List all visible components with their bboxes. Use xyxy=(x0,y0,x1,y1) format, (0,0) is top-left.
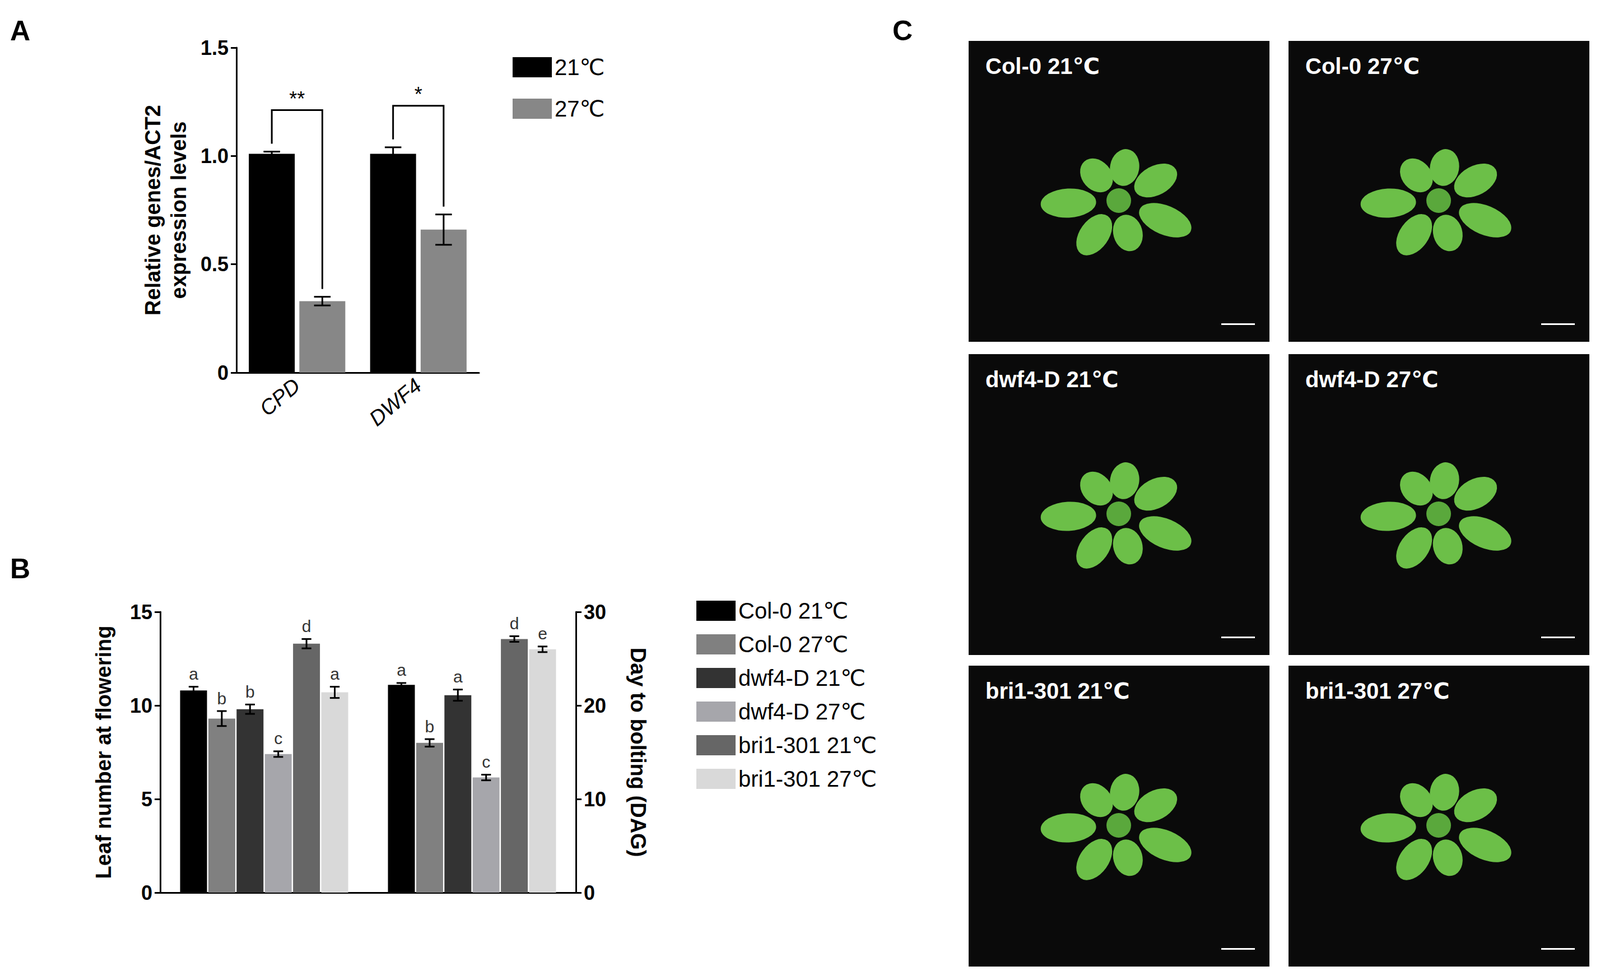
svg-text:CPD: CPD xyxy=(254,373,305,421)
svg-text:**: ** xyxy=(289,87,305,111)
svg-text:Relative genes/ACT2: Relative genes/ACT2 xyxy=(141,104,165,316)
svg-text:bri1-301 21℃: bri1-301 21℃ xyxy=(738,732,877,758)
svg-text:b: b xyxy=(245,682,255,701)
svg-text:Leaf number at flowering: Leaf number at flowering xyxy=(91,625,116,879)
svg-text:1.0: 1.0 xyxy=(200,144,229,168)
svg-text:30: 30 xyxy=(583,600,607,624)
svg-text:A: A xyxy=(10,15,31,47)
svg-text:expression levels: expression levels xyxy=(166,121,191,300)
svg-text:0.5: 0.5 xyxy=(200,252,229,276)
svg-text:bri1-301 27℃: bri1-301 27℃ xyxy=(738,766,877,792)
svg-text:c: c xyxy=(273,728,283,748)
svg-text:b: b xyxy=(425,717,435,736)
svg-text:1.5: 1.5 xyxy=(200,36,229,60)
svg-text:20: 20 xyxy=(583,694,607,718)
svg-text:DWF4: DWF4 xyxy=(364,373,426,431)
svg-text:a: a xyxy=(396,660,407,679)
svg-text:15: 15 xyxy=(129,600,153,624)
svg-text:0: 0 xyxy=(141,881,153,905)
svg-text:a: a xyxy=(329,664,340,683)
svg-text:b: b xyxy=(217,689,227,708)
svg-text:Col-0 21℃: Col-0 21℃ xyxy=(738,598,849,623)
svg-text:*: * xyxy=(414,82,423,106)
svg-text:5: 5 xyxy=(141,787,153,811)
svg-text:Day to bolting (DAG): Day to bolting (DAG) xyxy=(626,647,650,858)
svg-text:10: 10 xyxy=(129,694,153,718)
svg-text:d: d xyxy=(509,614,520,633)
html-text:bri1-301 21℃: bri1-301 21℃ xyxy=(985,678,1130,704)
svg-text:C: C xyxy=(892,15,913,47)
svg-text:c: c xyxy=(481,752,491,771)
svg-text:a: a xyxy=(453,667,463,686)
svg-text:e: e xyxy=(537,624,548,643)
svg-text:21℃: 21℃ xyxy=(554,54,605,80)
html-text:Col-0 21℃: Col-0 21℃ xyxy=(985,53,1100,79)
svg-text:0: 0 xyxy=(583,881,595,905)
svg-text:Col-0 27℃: Col-0 27℃ xyxy=(738,631,849,657)
svg-text:0: 0 xyxy=(217,361,229,385)
svg-text:10: 10 xyxy=(583,787,607,811)
svg-text:d: d xyxy=(301,616,312,636)
html-text:dwf4-D 21℃: dwf4-D 21℃ xyxy=(985,366,1119,392)
svg-text:27℃: 27℃ xyxy=(554,96,605,122)
svg-text:B: B xyxy=(10,552,31,585)
html-text:Col-0 27℃: Col-0 27℃ xyxy=(1305,53,1420,79)
html-text:bri1-301 27℃: bri1-301 27℃ xyxy=(1305,678,1450,704)
svg-text:dwf4-D 27℃: dwf4-D 27℃ xyxy=(738,699,866,724)
html-text:dwf4-D 27℃: dwf4-D 27℃ xyxy=(1305,366,1439,392)
svg-text:dwf4-D 21℃: dwf4-D 21℃ xyxy=(738,665,866,691)
svg-text:a: a xyxy=(188,664,199,683)
